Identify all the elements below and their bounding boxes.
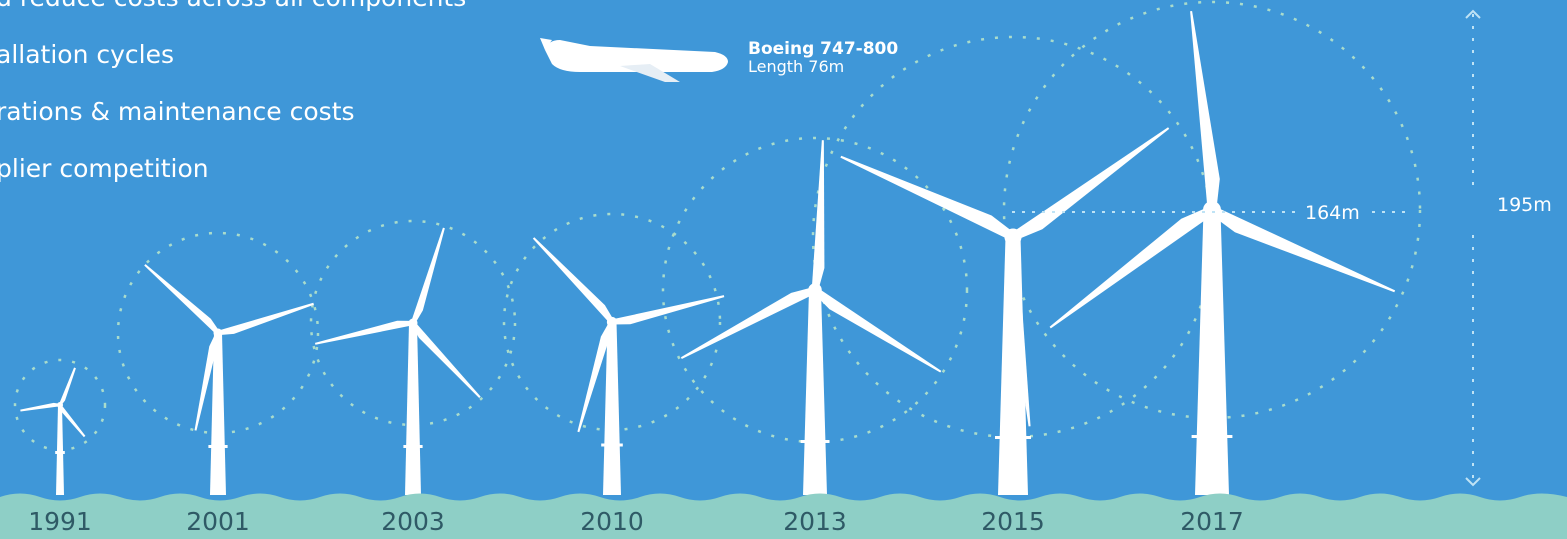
tower-flange — [601, 443, 623, 447]
tower — [210, 333, 226, 495]
airplane — [540, 38, 728, 82]
blade — [58, 367, 76, 406]
tower — [603, 322, 621, 495]
rotor-diameter: 164m — [1305, 202, 1360, 224]
blade — [1010, 127, 1170, 241]
hub — [606, 316, 618, 328]
tower-flange — [403, 445, 423, 448]
blade — [811, 140, 825, 291]
year: 1991 — [28, 507, 92, 536]
blade — [611, 295, 725, 325]
aircraft-length: Length 76m — [748, 57, 844, 76]
blade — [20, 402, 61, 412]
blade — [314, 320, 414, 345]
hub — [213, 328, 223, 338]
arrow-heads — [1465, 9, 1481, 487]
turbine — [314, 227, 481, 495]
blade — [1210, 205, 1396, 293]
sea — [0, 493, 1567, 539]
rotor-circle — [309, 219, 517, 427]
bullet: plier competition — [0, 154, 209, 183]
aircraft-name: Boeing 747-800 — [748, 39, 898, 59]
year: 2013 — [783, 507, 847, 536]
tower — [405, 323, 421, 495]
hub — [57, 402, 63, 408]
rotor-circle — [1002, 0, 1422, 420]
tower — [803, 290, 827, 495]
blade — [1049, 206, 1215, 329]
hub — [1203, 201, 1221, 219]
blade — [194, 332, 221, 431]
tower-flange — [1191, 435, 1233, 438]
year: 2015 — [981, 507, 1045, 536]
turbine — [840, 127, 1170, 495]
tip-height: 195m — [1497, 194, 1552, 216]
turbines — [20, 10, 1396, 495]
hub — [808, 283, 822, 297]
tower-flange — [800, 440, 830, 443]
turbine — [20, 367, 86, 495]
turbine — [1049, 10, 1396, 495]
blade — [1190, 10, 1220, 211]
year: 2017 — [1180, 507, 1244, 536]
bullet: rations & maintenance costs — [0, 97, 355, 126]
blade — [680, 287, 817, 359]
blade — [840, 155, 1015, 241]
blade — [217, 302, 314, 336]
turbine — [532, 237, 725, 495]
hub — [408, 318, 418, 328]
tower-flange — [995, 436, 1031, 439]
blade — [813, 287, 942, 373]
blade — [577, 321, 615, 433]
tower — [56, 405, 64, 495]
blade — [411, 321, 481, 398]
blade — [1005, 236, 1031, 427]
blade — [144, 264, 220, 335]
tower — [1195, 210, 1229, 495]
year: 2001 — [186, 507, 250, 536]
tower-flange — [55, 451, 65, 454]
bullet: allation cycles — [0, 40, 174, 69]
year: 2003 — [381, 507, 445, 536]
blade — [59, 404, 86, 438]
blade — [410, 227, 445, 324]
blade — [532, 237, 614, 324]
hub — [1004, 228, 1022, 246]
year: 2010 — [580, 507, 644, 536]
bullet: d reduce costs across all components — [0, 0, 466, 12]
turbine — [680, 140, 942, 495]
tower-flange — [208, 445, 228, 448]
turbine — [144, 264, 314, 495]
